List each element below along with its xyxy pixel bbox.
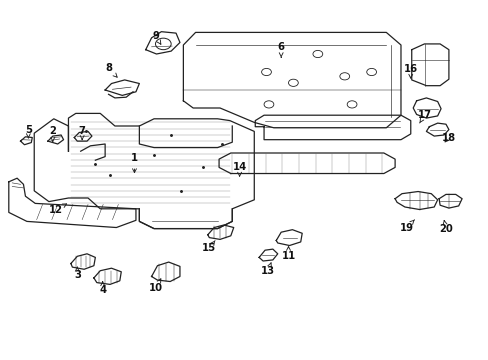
- Text: 4: 4: [99, 282, 106, 295]
- Text: 3: 3: [74, 267, 81, 280]
- Text: 18: 18: [441, 132, 455, 143]
- Text: 15: 15: [202, 240, 216, 253]
- Text: 2: 2: [49, 126, 56, 142]
- Text: 5: 5: [25, 125, 32, 138]
- Text: 17: 17: [417, 110, 430, 123]
- Text: 14: 14: [232, 162, 246, 176]
- Text: 7: 7: [79, 126, 85, 140]
- Text: 19: 19: [399, 220, 414, 233]
- Text: 8: 8: [105, 63, 117, 77]
- Text: 12: 12: [49, 204, 66, 215]
- Text: 9: 9: [152, 31, 161, 44]
- Text: 6: 6: [277, 42, 284, 57]
- Text: 20: 20: [438, 220, 452, 234]
- Text: 10: 10: [148, 279, 162, 293]
- Text: 1: 1: [131, 153, 138, 172]
- Text: 11: 11: [281, 247, 295, 261]
- Text: 16: 16: [403, 64, 417, 78]
- Text: 13: 13: [261, 263, 274, 276]
